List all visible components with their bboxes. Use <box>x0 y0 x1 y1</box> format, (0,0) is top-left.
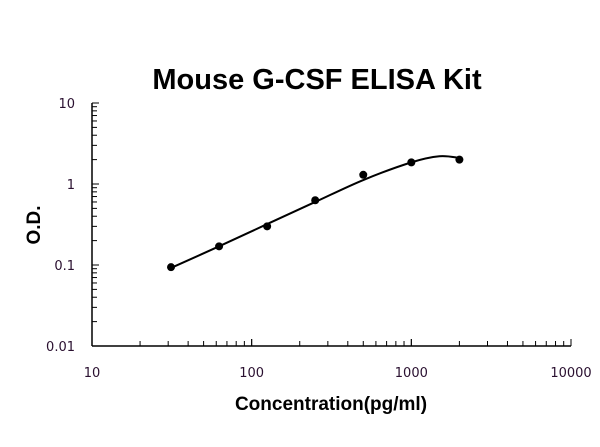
y-tick-label: 1 <box>67 178 75 193</box>
x-tick-label: 100 <box>239 366 264 381</box>
data-point <box>263 222 272 231</box>
x-axis-tick-labels: 10 100 1000 10000 <box>84 366 592 381</box>
data-point <box>167 263 176 272</box>
chart-title: Mouse G-CSF ELISA Kit <box>152 64 482 96</box>
x-tick-label: 10000 <box>550 366 591 381</box>
data-point <box>359 170 368 179</box>
y-tick-label: 0.01 <box>46 340 75 355</box>
x-tick-label: 1000 <box>395 366 428 381</box>
x-axis-label: Concentration(pg/ml) <box>235 394 427 415</box>
y-axis-label: O.D. <box>24 205 45 244</box>
fit-curve-line <box>170 155 460 269</box>
data-point <box>215 242 224 251</box>
data-point <box>455 155 464 164</box>
y-tick-label: 0.1 <box>54 259 75 274</box>
data-points <box>167 155 464 272</box>
y-tick-label: 10 <box>58 97 75 112</box>
data-point <box>407 158 416 167</box>
x-axis-ticks <box>91 339 572 346</box>
y-axis-tick-labels: 0.01 0.1 1 10 <box>46 97 75 355</box>
x-tick-label: 10 <box>84 366 101 381</box>
data-point <box>311 196 320 205</box>
y-axis-ticks <box>92 102 99 347</box>
